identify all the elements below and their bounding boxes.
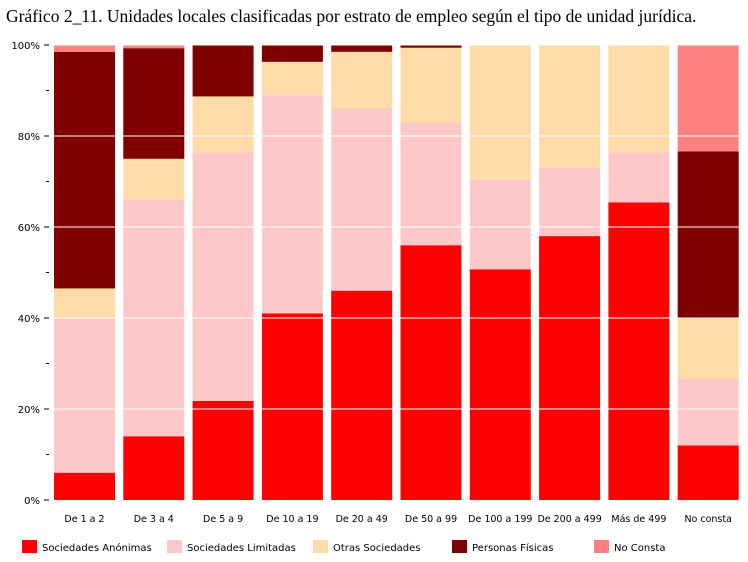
- bar-stack-de-3-a-4: [123, 45, 185, 500]
- bar-segment-sociedades-anonimas: [400, 245, 462, 500]
- bar-segment-personas-fisicas: [123, 48, 185, 159]
- bar-segment-sociedades-limitadas: [608, 152, 670, 203]
- legend-item-no-consta: No Consta: [594, 540, 665, 554]
- bars: [54, 45, 739, 500]
- legend-label: Otras Sociedades: [333, 543, 421, 554]
- bar-segment-sociedades-limitadas: [331, 107, 393, 291]
- y-axis: 0% 20% 40% 60% 80% 100%: [11, 41, 49, 507]
- legend-label: Sociedades Limitadas: [187, 543, 296, 554]
- bar-segment-personas-fisicas: [677, 151, 739, 318]
- y-tick-label: 40%: [18, 314, 40, 325]
- bar-stack-de-50-a-99: [400, 45, 462, 500]
- bar-stack-de-5-a-9: [192, 45, 254, 500]
- legend-label: Sociedades Anónimas: [42, 542, 152, 554]
- bar-segment-personas-fisicas: [54, 51, 115, 289]
- bar-segment-otras-sociedades: [192, 96, 254, 153]
- bar-segment-otras-sociedades: [608, 45, 670, 153]
- bar-stack-de-1-a-2: [54, 45, 115, 500]
- bar-segment-sociedades-limitadas: [192, 152, 254, 401]
- bar-segment-otras-sociedades: [54, 288, 115, 318]
- bar-segment-sociedades-limitadas: [261, 95, 323, 314]
- x-tick-label: De 100 a 199: [468, 514, 532, 525]
- legend-label: Personas Físicas: [472, 542, 553, 554]
- bar-segment-sociedades-anonimas: [123, 436, 185, 500]
- bar-segment-sociedades-anonimas: [331, 290, 393, 500]
- y-tick-label: 20%: [18, 405, 40, 416]
- bar-segment-sociedades-anonimas: [469, 269, 531, 500]
- bar-segment-sociedades-anonimas: [539, 236, 601, 500]
- legend-item-sociedades-limitadas: Sociedades Limitadas: [167, 540, 296, 554]
- bar-segment-otras-sociedades: [469, 45, 531, 180]
- bar-segment-otras-sociedades: [123, 158, 185, 200]
- x-tick-label: De 3 a 4: [134, 514, 174, 525]
- y-tick-label: 0%: [24, 496, 40, 507]
- legend-swatch: [167, 540, 182, 553]
- bar-segment-sociedades-anonimas: [192, 400, 254, 500]
- y-tick-label: 100%: [11, 41, 40, 52]
- bar-segment-sociedades-limitadas: [469, 179, 531, 270]
- bar-stack-de-100-a-199: [469, 45, 531, 500]
- x-axis-labels: De 1 a 2 De 3 a 4 De 5 a 9 De 10 a 19 De 20 …: [64, 514, 732, 525]
- bar-stack-no-consta: [677, 45, 739, 500]
- bar-segment-sociedades-limitadas: [400, 122, 462, 246]
- bar-segment-otras-sociedades: [677, 318, 739, 379]
- bar-segment-no-consta: [677, 45, 739, 152]
- legend-swatch: [594, 540, 609, 553]
- bar-segment-personas-fisicas: [192, 45, 254, 97]
- legend-item-personas-fisicas: Personas Físicas: [452, 540, 553, 554]
- x-tick-label: De 10 a 19: [266, 514, 318, 525]
- gridlines: [49, 44, 748, 410]
- bar-segment-personas-fisicas: [261, 45, 323, 62]
- y-tick-label: 80%: [18, 132, 40, 143]
- bar-segment-sociedades-limitadas: [539, 167, 601, 237]
- x-tick-label: Más de 499: [611, 514, 666, 525]
- y-tick-label: 60%: [18, 223, 40, 234]
- bar-segment-otras-sociedades: [261, 61, 323, 96]
- bar-segment-otras-sociedades: [539, 45, 601, 168]
- legend: Sociedades Anónimas Sociedades Limitadas O…: [22, 540, 665, 554]
- bar-segment-sociedades-anonimas: [261, 313, 323, 500]
- bar-segment-no-consta: [123, 45, 185, 49]
- x-tick-label: De 20 a 49: [336, 514, 388, 525]
- bar-segment-personas-fisicas: [331, 45, 393, 52]
- bar-stack-de-10-a-19: [261, 45, 323, 500]
- legend-label: No Consta: [614, 543, 665, 554]
- bar-stack-de-20-a-49: [331, 45, 393, 500]
- bar-segment-sociedades-limitadas: [54, 318, 115, 473]
- chart-title: Gráfico 2_11. Unidades locales clasifica…: [6, 6, 696, 26]
- bar-segment-sociedades-anonimas: [608, 202, 670, 500]
- x-tick-label: De 50 a 99: [405, 514, 457, 525]
- bar-segment-sociedades-limitadas: [677, 378, 739, 446]
- x-tick-label: De 5 a 9: [203, 514, 243, 525]
- legend-item-sociedades-anonimas: Sociedades Anónimas: [22, 540, 152, 554]
- bar-segment-otras-sociedades: [400, 47, 462, 123]
- x-tick-label: De 200 a 499: [537, 514, 601, 525]
- bar-segment-otras-sociedades: [331, 51, 393, 108]
- bar-stack-de-200-a-499: [539, 45, 601, 500]
- legend-item-otras-sociedades: Otras Sociedades: [313, 540, 421, 554]
- bar-segment-personas-fisicas: [400, 45, 462, 48]
- x-tick-label: De 1 a 2: [64, 514, 104, 525]
- legend-swatch: [22, 540, 37, 553]
- bar-segment-sociedades-anonimas: [54, 472, 115, 500]
- bar-segment-no-consta: [54, 45, 115, 52]
- legend-swatch: [452, 540, 467, 553]
- bar-segment-sociedades-anonimas: [677, 445, 739, 500]
- bar-stack-mas-de-499: [608, 45, 670, 500]
- legend-swatch: [313, 540, 328, 553]
- x-tick-label: No consta: [684, 514, 732, 525]
